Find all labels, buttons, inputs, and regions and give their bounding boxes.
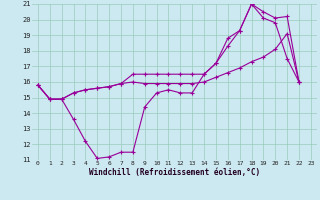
X-axis label: Windchill (Refroidissement éolien,°C): Windchill (Refroidissement éolien,°C): [89, 168, 260, 177]
